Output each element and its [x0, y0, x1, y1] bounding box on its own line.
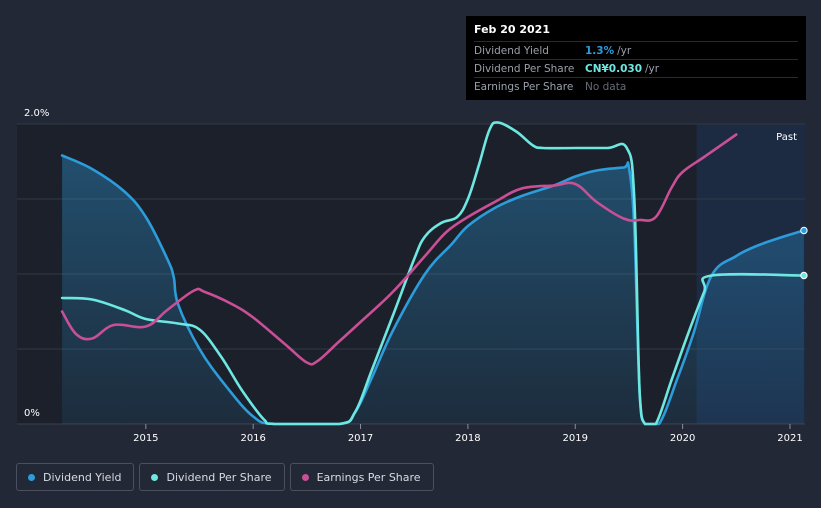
- dividend-per-share-dot-icon: [151, 473, 159, 481]
- x-tick-label: 2021: [777, 433, 802, 444]
- earnings-per-share-line: [60, 133, 738, 366]
- tooltip-row-label: Dividend Per Share: [474, 62, 575, 75]
- y-tick-label-bottom: 0%: [24, 408, 40, 419]
- legend-label: Dividend Per Share: [166, 470, 272, 484]
- tooltip-row-label: Dividend Yield: [474, 44, 549, 57]
- legend-item-dividend-yield[interactable]: Dividend Yield: [16, 463, 135, 491]
- dividend-per-share-line: [60, 121, 806, 426]
- past-label: Past: [776, 132, 797, 143]
- tooltip-row-dividend-yield: Dividend Yield 1.3% /yr: [474, 41, 798, 59]
- tooltip-row-value: 1.3%: [585, 44, 615, 57]
- legend-label: Earnings Per Share: [316, 470, 421, 484]
- x-axis: 2015 2016 2017 2018 2019 2020 2021: [133, 424, 803, 444]
- tooltip-row-value: No data: [585, 80, 627, 93]
- tooltip-row-unit: /yr: [645, 62, 660, 75]
- x-tick-label: 2016: [240, 433, 265, 444]
- dividend-yield-area: [62, 155, 804, 424]
- x-tick-label: 2015: [133, 433, 158, 444]
- tooltip-row-label: Earnings Per Share: [474, 80, 574, 93]
- dividend-per-share-end-marker: [800, 271, 808, 280]
- x-tick-label: 2019: [563, 433, 588, 444]
- tooltip-row-earnings-per-share: Earnings Per Share No data: [474, 77, 798, 95]
- tooltip-row-unit: /yr: [617, 44, 632, 57]
- y-tick-label-top: 2.0%: [24, 108, 49, 119]
- dividend-yield-line: [60, 154, 806, 426]
- chart-legend: Dividend Yield Dividend Per Share Earnin…: [16, 463, 434, 491]
- series-layer: [60, 121, 808, 426]
- dividend-yield-dot-icon: [28, 473, 35, 481]
- tooltip-date: Feb 20 2021: [474, 23, 550, 36]
- legend-item-earnings-per-share[interactable]: Earnings Per Share: [289, 463, 434, 491]
- x-tick-label: 2017: [348, 433, 373, 444]
- legend-label: Dividend Yield: [43, 470, 122, 484]
- tooltip-row-value: CN¥0.030: [585, 62, 643, 75]
- legend-item-dividend-per-share[interactable]: Dividend Per Share: [139, 463, 285, 491]
- x-tick-label: 2020: [670, 433, 695, 444]
- dividend-yield-end-marker: [800, 226, 808, 235]
- tooltip-panel: Feb 20 2021 Dividend Yield 1.3% /yr Divi…: [466, 16, 806, 100]
- earnings-per-share-dot-icon: [301, 473, 309, 481]
- x-tick-label: 2018: [455, 433, 480, 444]
- tooltip-row-dividend-per-share: Dividend Per Share CN¥0.030 /yr: [474, 59, 798, 77]
